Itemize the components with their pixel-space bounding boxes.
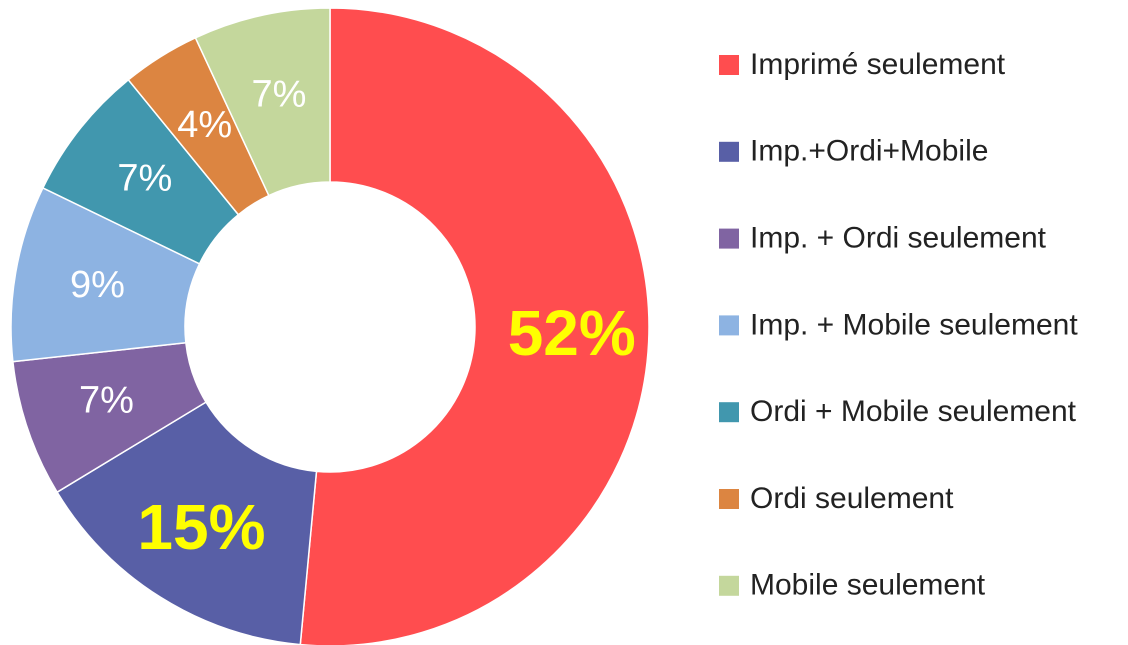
legend-label: Ordi + Mobile seulement bbox=[750, 395, 1077, 428]
legend-swatch bbox=[719, 575, 739, 596]
data-label: 4% bbox=[177, 104, 232, 146]
data-label: 15% bbox=[137, 491, 265, 563]
data-label: 9% bbox=[70, 264, 125, 306]
donut-slice bbox=[56, 401, 318, 645]
donut-slice bbox=[194, 7, 331, 197]
legend-label: Imp.+Ordi+Mobile bbox=[750, 135, 988, 168]
legend-label: Imp. + Ordi seulement bbox=[750, 222, 1047, 255]
legend-swatch bbox=[719, 228, 739, 249]
data-label: 7% bbox=[252, 74, 307, 116]
legend-swatch bbox=[719, 315, 739, 336]
legend-label: Mobile seulement bbox=[750, 569, 986, 602]
legend-label: Imp. + Mobile seulement bbox=[750, 308, 1078, 341]
legend-swatch bbox=[719, 55, 739, 75]
data-label: 7% bbox=[79, 380, 134, 422]
legend-swatch bbox=[719, 141, 739, 162]
data-label: 7% bbox=[117, 158, 172, 200]
legend-swatch bbox=[719, 489, 739, 509]
legend-label: Imprimé seulement bbox=[750, 48, 1006, 81]
donut-slice bbox=[299, 7, 650, 645]
legend-swatch bbox=[719, 402, 739, 423]
legend-label: Ordi seulement bbox=[750, 482, 954, 515]
data-label: 52% bbox=[508, 297, 636, 369]
